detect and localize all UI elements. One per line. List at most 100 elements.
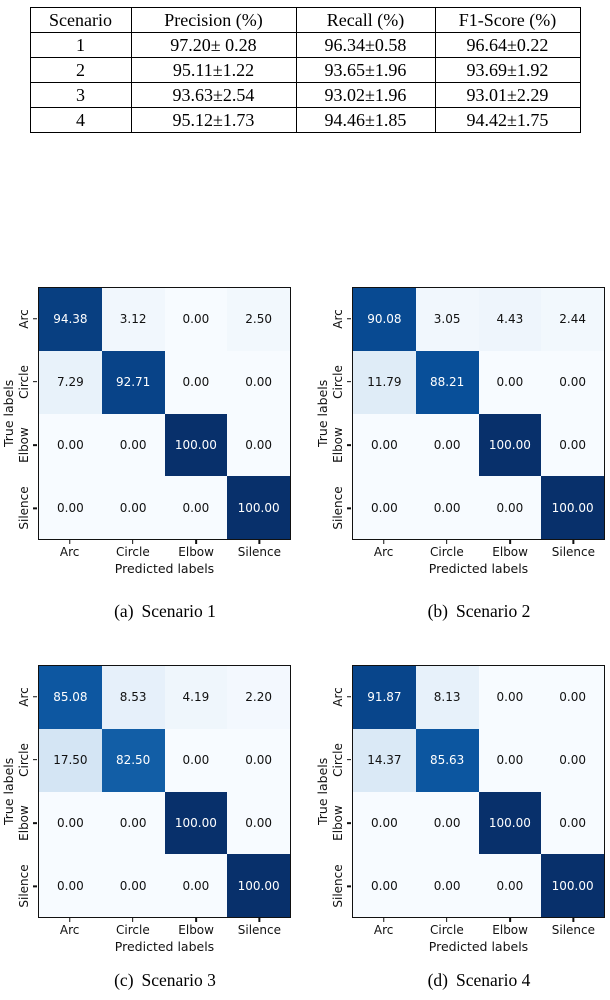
matrix-cell: 0.00: [541, 791, 604, 855]
x-tick-mark: [68, 540, 71, 544]
x-tick-mark: [258, 918, 261, 922]
x-tick-mark: [446, 540, 448, 544]
table-cell: 96.34±0.58: [295, 32, 436, 58]
y-tick: Arc: [17, 309, 37, 328]
x-axis-label: Predicted labels: [114, 939, 215, 954]
y-tick: Elbow: [331, 805, 351, 841]
y-tick: Elbow: [17, 805, 37, 841]
y-tick-mark: [33, 822, 37, 824]
table-cell: 93.01±2.29: [434, 82, 581, 108]
y-tick: Arc: [17, 687, 37, 706]
x-tick: Arc: [374, 918, 393, 937]
x-axis-ticks: Arc Circle Elbow Silence: [352, 540, 605, 561]
matrix-cell: 0.00: [478, 476, 542, 539]
heatmap-grid: 85.08 8.53 4.19 2.20 17.50 82.50 0.00 0.00 0.00 0…: [38, 665, 291, 918]
matrix-cell: 0.00: [101, 413, 165, 477]
figure-caption: (b) Scenario 2: [344, 601, 610, 622]
matrix-cell: 0.00: [415, 476, 479, 539]
y-tick: Silence: [17, 865, 37, 908]
caption-index: (a): [114, 601, 134, 621]
caption-title: Scenario 4: [456, 970, 531, 990]
y-tick-label: Circle: [331, 743, 345, 777]
x-tick-label: Circle: [116, 923, 150, 937]
x-tick-mark: [446, 918, 448, 922]
x-tick-label: Silence: [237, 923, 282, 937]
x-tick: Elbow: [178, 540, 214, 559]
results-table-header: Scenario Precision (%) Recall (%) F1-Sco…: [29, 7, 581, 33]
matrix-cell: 0.00: [415, 854, 479, 917]
table-cell: 93.65±1.96: [295, 57, 436, 83]
x-tick-mark: [572, 918, 575, 922]
matrix-cell: 0.00: [39, 791, 102, 855]
matrix-cell: 0.00: [353, 791, 416, 855]
x-tick-mark: [572, 540, 575, 544]
table-cell: 93.63±2.54: [130, 82, 297, 108]
x-axis-ticks: Arc Circle Elbow Silence: [38, 918, 291, 939]
matrix-cell: 100.00: [164, 791, 228, 855]
matrix-cell: 100.00: [541, 854, 604, 917]
matrix-cell: 8.53: [101, 666, 165, 729]
matrix-cell: 91.87: [353, 666, 416, 729]
matrix-cell: 2.50: [227, 288, 290, 351]
table-cell: 4: [29, 107, 132, 133]
x-tick-label: Silence: [237, 545, 282, 559]
matrix-cell: 4.19: [164, 666, 228, 729]
matrix-cell: 0.00: [353, 413, 416, 477]
table-cell: 2: [29, 57, 132, 83]
confusion-matrix-scenario-1: True labels Arc Circle Elbow Silence 94.38 3.1…: [0, 287, 300, 622]
y-tick: Elbow: [17, 427, 37, 463]
confusion-matrix-scenario-2: True labels Arc Circle Elbow Silence 90.08 3.0…: [314, 287, 610, 622]
confusion-matrix-scenario-4: True labels Arc Circle Elbow Silence 91.87 8.1…: [314, 665, 610, 991]
matrix-cell: 7.29: [39, 350, 102, 414]
table-header-cell-scenario: Scenario: [29, 7, 132, 33]
x-tick: Arc: [60, 918, 79, 937]
matrix-cell: 100.00: [478, 791, 542, 855]
y-tick: Arc: [331, 309, 351, 328]
plot-area: True labels Arc Circle Elbow Silence 91.87 8.1…: [314, 665, 610, 918]
y-tick-label: Silence: [17, 486, 31, 531]
matrix-cell: 8.13: [415, 666, 479, 729]
y-tick-mark: [33, 695, 37, 698]
y-tick-mark: [33, 885, 37, 888]
y-tick: Arc: [331, 687, 351, 706]
x-tick-mark: [509, 918, 511, 922]
table-header-row: Scenario Precision (%) Recall (%) F1-Sco…: [29, 7, 581, 33]
y-tick-label: Silence: [331, 486, 345, 531]
y-tick-mark: [33, 444, 37, 446]
x-tick: Silence: [552, 918, 595, 937]
x-tick: Silence: [238, 540, 281, 559]
y-tick: Silence: [331, 865, 351, 908]
y-tick-mark: [347, 507, 351, 510]
figure-caption: (d) Scenario 4: [344, 970, 610, 991]
table-row: 1 97.20± 0.28 96.34±0.58 96.64±0.22: [29, 32, 581, 58]
x-tick-label: Arc: [373, 923, 394, 937]
x-tick-mark: [509, 540, 511, 544]
matrix-cell: 0.00: [353, 476, 416, 539]
y-tick-label: Arc: [331, 686, 345, 707]
matrix-cell: 2.20: [227, 666, 290, 729]
y-tick-label: Circle: [17, 743, 31, 777]
matrix-cell: 82.50: [101, 728, 165, 792]
matrix-cell: 3.12: [101, 288, 165, 351]
heatmap-grid: 90.08 3.05 4.43 2.44 11.79 88.21 0.00 0.00 0.00 0…: [352, 287, 605, 540]
table-cell: 95.12±1.73: [130, 107, 297, 133]
y-tick: Circle: [331, 743, 351, 777]
x-tick-label: Elbow: [178, 545, 214, 559]
caption-title: Scenario 1: [141, 601, 216, 621]
x-tick: Circle: [430, 540, 464, 559]
y-tick-label: Circle: [331, 365, 345, 399]
confusion-matrix-scenario-3: True labels Arc Circle Elbow Silence 85.08 8.5…: [0, 665, 300, 991]
x-tick-mark: [382, 540, 385, 544]
y-tick: Silence: [331, 487, 351, 530]
y-axis-ticks: Arc Circle Elbow Silence: [0, 665, 37, 918]
table-cell: 95.11±1.22: [130, 57, 297, 83]
matrix-cell: 0.00: [39, 476, 102, 539]
y-tick: Circle: [17, 365, 37, 399]
matrix-cell: 0.00: [101, 791, 165, 855]
x-tick: Elbow: [178, 918, 214, 937]
results-table: Scenario Precision (%) Recall (%) F1-Sco…: [29, 7, 581, 133]
matrix-cell: 11.79: [353, 350, 416, 414]
matrix-cell: 0.00: [227, 350, 290, 414]
y-tick-mark: [347, 695, 351, 698]
matrix-cell: 17.50: [39, 728, 102, 792]
